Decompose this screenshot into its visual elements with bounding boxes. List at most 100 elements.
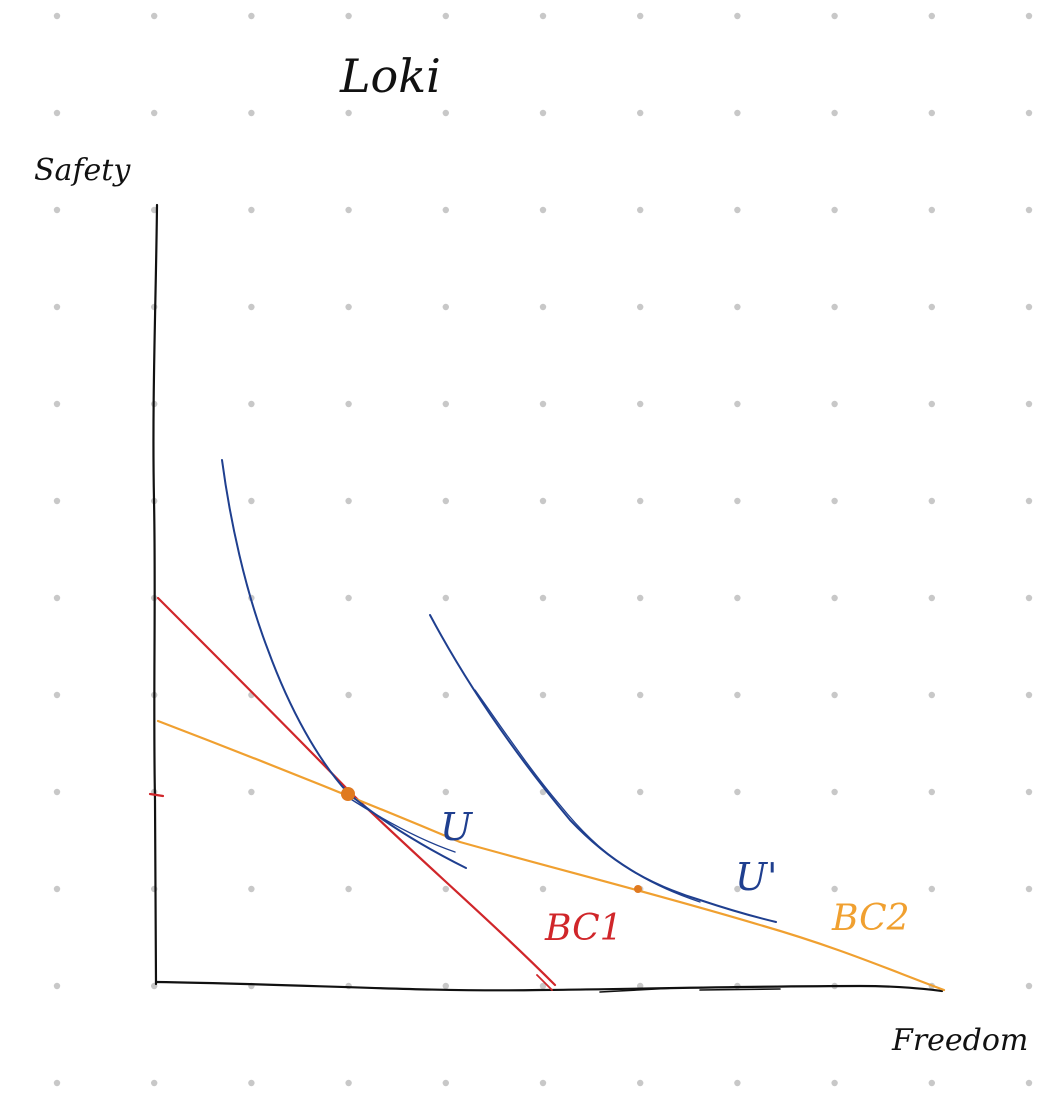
grid-dot <box>442 982 449 990</box>
grid-dot <box>53 594 61 602</box>
grid-dot <box>1025 788 1033 796</box>
y-axis <box>152 203 159 986</box>
grid-dot <box>1025 594 1033 602</box>
indifference-curve-u-prime-overstroke <box>474 689 701 903</box>
grid-dot <box>637 400 644 408</box>
grid-dot <box>734 303 741 311</box>
grid-dot <box>539 400 547 408</box>
grid-dot <box>1025 885 1033 893</box>
grid-dot <box>1025 691 1033 699</box>
grid-dot <box>831 788 838 796</box>
grid-dot <box>442 303 449 311</box>
budget-line-bc2 <box>156 719 946 992</box>
grid-dot <box>53 1079 61 1087</box>
grid-dot <box>831 12 838 20</box>
grid-dot <box>442 497 449 505</box>
grid-dot <box>442 1079 449 1087</box>
curve-label-u: U <box>440 805 474 849</box>
curve-label-u-prime: U' <box>735 855 777 899</box>
indifference-curve-u-prime <box>429 614 777 923</box>
grid-dot <box>831 206 838 214</box>
grid-dot <box>637 303 644 311</box>
grid-dot <box>539 303 547 311</box>
grid-dot <box>53 400 61 408</box>
grid-dot <box>248 497 255 505</box>
grid-dot <box>734 1079 741 1087</box>
grid-dot <box>928 206 935 214</box>
grid-dot <box>345 400 352 408</box>
grid-dot <box>734 497 741 505</box>
grid-dot <box>1025 12 1033 20</box>
grid-dot <box>345 1079 352 1087</box>
tangency-point-bc1 <box>341 787 355 801</box>
indifference-curve-u-overstroke <box>345 795 456 853</box>
grid-dot <box>539 12 547 20</box>
grid-dot <box>345 691 352 699</box>
budget-label-bc2: BC2 <box>831 898 910 939</box>
grid-dot <box>637 788 644 796</box>
budget-line-bc1 <box>156 596 557 987</box>
grid-dot <box>151 109 158 117</box>
grid-dot <box>1025 1079 1033 1087</box>
grid-dot <box>151 1079 158 1087</box>
grid-dot <box>442 594 449 602</box>
grid-dot <box>53 303 61 311</box>
grid-dot <box>539 206 547 214</box>
grid-dot <box>734 594 741 602</box>
grid-dot <box>928 12 935 20</box>
grid-dot <box>539 982 547 990</box>
grid-dot <box>637 594 644 602</box>
grid-dot <box>345 109 352 117</box>
grid-dot <box>928 885 935 893</box>
grid-dot <box>442 788 449 796</box>
grid-dot <box>928 109 935 117</box>
grid-dot <box>734 885 741 893</box>
grid-dot <box>734 206 741 214</box>
grid-dot <box>928 1079 935 1087</box>
grid-dot <box>1025 109 1033 117</box>
grid-dot <box>637 12 644 20</box>
budget-line-bc1-tail <box>536 974 553 991</box>
grid-dot <box>831 885 838 893</box>
grid-dot <box>442 400 449 408</box>
grid-dot <box>928 400 935 408</box>
grid-dot <box>734 788 741 796</box>
grid-dot <box>831 691 838 699</box>
grid-dot <box>734 109 741 117</box>
grid-dot <box>637 691 644 699</box>
grid-dot <box>442 109 449 117</box>
grid-dot <box>734 400 741 408</box>
grid-dot <box>53 788 61 796</box>
grid-dot <box>248 303 255 311</box>
grid-dot <box>539 109 547 117</box>
grid-dot <box>248 788 255 796</box>
grid-dot <box>345 594 352 602</box>
grid-dot <box>1025 303 1033 311</box>
grid-dot <box>539 497 547 505</box>
grid-dot <box>831 1079 838 1087</box>
grid-dot <box>1025 206 1033 214</box>
grid-dot <box>345 12 352 20</box>
grid-dot <box>1025 982 1033 990</box>
grid-dot <box>539 691 547 699</box>
y-axis-label: Safety <box>34 153 131 188</box>
grid-dot <box>539 1079 547 1087</box>
grid-dot <box>637 1079 644 1087</box>
grid-dot <box>248 885 255 893</box>
grid-dot <box>53 497 61 505</box>
grid-dot <box>53 982 61 990</box>
grid-dot <box>928 497 935 505</box>
grid-dot <box>637 497 644 505</box>
grid-dot <box>928 691 935 699</box>
indifference-curve-u <box>221 459 467 869</box>
grid-dot <box>248 1079 255 1087</box>
grid-dot <box>831 303 838 311</box>
grid-dot <box>53 12 61 20</box>
grid-dot <box>928 788 935 796</box>
grid-dot <box>248 206 255 214</box>
grid-dot <box>442 12 449 20</box>
grid-dot <box>248 109 255 117</box>
grid-dot <box>928 594 935 602</box>
grid-dot <box>831 109 838 117</box>
grid-dot <box>539 885 547 893</box>
